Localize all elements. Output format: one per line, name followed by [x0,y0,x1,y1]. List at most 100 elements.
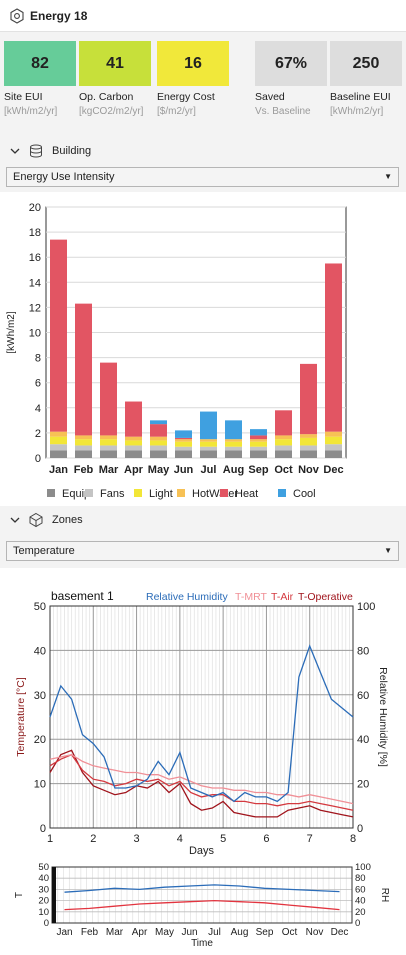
bar-segment-hotwater [250,439,267,442]
y2-tick-label: 40 [355,896,366,907]
kpi-value: 250 [352,54,380,72]
eui-chart-panel: 0 2 4 6 8 10 12 14 16 18 20 [kWh/m2] Jan Feb Mar Apr May… [0,192,406,506]
kpi-value: 82 [31,54,49,72]
bar-segment-equip [300,450,317,458]
kpi-row: 82 Site EUI [kWh/m2/yr] 41 Op. Carbon [k… [4,41,404,127]
x-tick-label: Jan [56,927,72,938]
legend-label: Light [149,488,173,500]
kpi-label: Site EUI [4,91,43,103]
bar-segment-hotwater [325,431,342,437]
y-tick-label: 30 [34,690,46,702]
x-tick-label: 1 [47,833,53,845]
kpi-value-box: 67% [255,41,327,86]
bar-segment-fans [200,446,217,451]
zones-section-header[interactable]: Zones [4,508,400,532]
y-tick-label: 2 [35,428,41,440]
x-tick-label: Aug [231,927,249,938]
x-tick-label: Sep [248,464,268,476]
series-line-t-mrt [49,754,354,805]
x-tick-label: Dec [331,927,349,938]
x-tick-label: Feb [74,464,94,476]
kpi-baseline-eui[interactable]: 250 Baseline EUI [kWh/m2/yr] [330,41,402,117]
bar-segment-equip [325,450,342,458]
legend-label: Cool [293,488,316,500]
x-tick-label: Dec [323,464,343,476]
x-tick-label: Jun [181,927,197,938]
legend-swatch-equip [47,489,55,497]
bar-segment-hotwater [75,435,92,440]
dropdown-arrow-icon: ▼ [384,546,392,555]
building-icon [30,144,42,158]
bar-segment-cool [225,420,242,440]
bar-segment-hotwater [50,431,67,437]
bar-segment-hotwater [300,434,317,438]
x-tick-label: Oct [274,464,293,476]
x-tick-label: 7 [307,833,313,845]
bar-segment-fans [75,445,92,451]
bar-segment-heat [75,303,92,436]
y-tick-label: 20 [38,896,49,907]
bar-segment-light [325,436,342,445]
bar-segment-light [225,441,242,447]
y-tick-label: 12 [29,302,41,314]
y2-tick-label: 60 [357,690,369,702]
bar-segment-light [250,441,267,447]
y-axis-label: T [14,892,25,898]
zones-metric-select[interactable]: Temperature ▼ [6,541,399,561]
bar-segment-light [275,439,292,446]
energy-app-icon [10,7,24,24]
chevron-down-icon[interactable] [8,144,22,158]
y2-tick-label: 0 [355,918,360,929]
building-section-header[interactable]: Building [4,139,400,163]
y-tick-label: 50 [34,601,46,613]
kpi-unit: Vs. Baseline [255,106,311,117]
bar-segment-heat [50,239,67,432]
y-tick-label: 0 [35,453,41,465]
y-axis-label: Temperature [°C] [15,677,27,757]
chevron-down-icon[interactable] [8,513,22,527]
bar-segment-heat [325,263,342,432]
y2-tick-label: 100 [355,862,371,873]
legend-swatch-light [134,489,142,497]
building-section-label: Building [52,145,92,157]
legend-label: Heat [235,488,258,500]
kpi-site-eui[interactable]: 82 Site EUI [kWh/m2/yr] [4,41,76,117]
x-tick-label: Jan [49,464,68,476]
bar-segment-equip [175,450,192,458]
kpi-saved[interactable]: 67% Saved Vs. Baseline [255,41,327,117]
x-axis-label: Time [191,938,213,949]
bar-segment-fans [225,446,242,451]
bar-segment-heat [275,410,292,436]
kpi-unit: [$/m2/yr] [157,106,196,117]
kpi-value-box: 82 [4,41,76,86]
kpi-op-carbon[interactable]: 41 Op. Carbon [kgCO2/m2/yr] [79,41,151,117]
building-metric-select[interactable]: Energy Use Intensity ▼ [6,167,399,187]
y2-tick-label: 40 [357,734,369,746]
legend-label: T-MRT [235,591,267,603]
y-tick-label: 6 [35,378,41,390]
title-bar: Energy 18 [0,0,406,32]
zones-icon [29,512,43,528]
series-line-t [64,899,340,911]
bar-segment-heat [150,424,167,437]
y-tick-label: 40 [38,873,49,884]
bar-segment-equip [225,450,242,458]
kpi-energy-cost[interactable]: 16 Energy Cost [$/m2/yr] [157,41,229,117]
kpi-label: Saved [255,91,285,103]
bar-segment-hotwater [200,439,217,442]
legend-label: Equip [62,488,90,500]
y-tick-label: 16 [29,252,41,264]
bar-segment-equip [200,450,217,458]
bar-segment-hotwater [275,435,292,440]
x-tick-label: Apr [132,927,148,938]
y2-axis-label: RH [379,888,390,902]
x-tick-label: 4 [177,833,183,845]
y2-tick-label: 60 [355,884,366,895]
legend-label: T-Air [271,591,294,603]
x-tick-label: Feb [81,927,99,938]
x-tick-label: Oct [282,927,298,938]
y-tick-label: 10 [38,907,49,918]
x-tick-label: 8 [350,833,356,845]
kpi-value: 16 [184,54,202,72]
